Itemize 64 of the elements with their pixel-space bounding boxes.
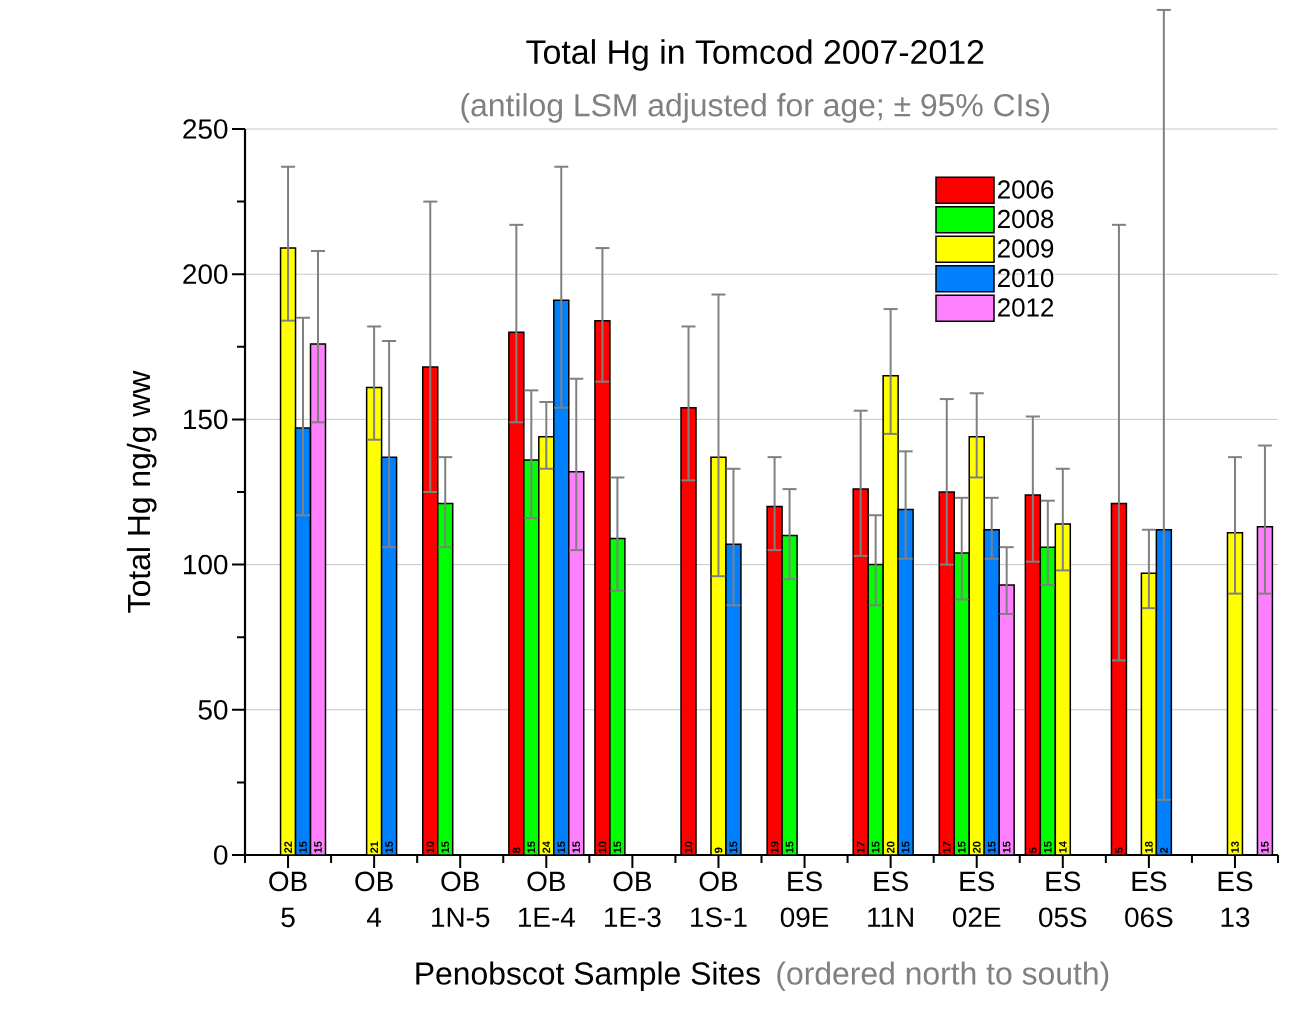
x-tick-label: ES 02E (952, 871, 1001, 928)
x-axis-title: Penobscot Sample Sites (416, 961, 760, 992)
legend-label: 2008 (998, 209, 1054, 229)
annotation: 15 (987, 841, 996, 853)
x-tick-label: ES 05S (1039, 871, 1087, 928)
annotation: 21 (370, 841, 378, 853)
y-tick-label: 250 (183, 119, 228, 139)
x-tick-label: OB 1S-1 (691, 871, 747, 928)
legend-label: 2012 (998, 298, 1054, 317)
y-tick-label: 50 (198, 699, 228, 720)
annotation: 5 (1115, 847, 1123, 853)
annotation: 15 (557, 841, 566, 853)
annotation: 15 (957, 841, 966, 853)
annotation: 17 (943, 841, 951, 853)
annotation: 15 (871, 841, 880, 853)
annotation: 15 (385, 841, 393, 853)
annotation: 20 (972, 841, 981, 853)
annotation: 17 (856, 841, 865, 853)
annotation: 10 (684, 841, 693, 853)
x-tick-label: OB 1N-5 (432, 871, 490, 928)
annotation: 24 (542, 841, 551, 853)
chart-title: Total Hg in Tomcod 2007-2012 (526, 39, 984, 71)
annotation: 15 (441, 841, 450, 853)
annotation: 15 (785, 841, 794, 853)
annotation: 15 (613, 841, 622, 853)
x-tick-label: OB 1E-3 (605, 871, 661, 928)
y-tick-label: 100 (184, 554, 228, 575)
y-tick-label: 200 (183, 264, 228, 285)
y-tick-label: 0 (214, 845, 228, 865)
chart-subtitle: (antilog LSM adjusted for age; ± 95% CIs) (461, 93, 1050, 123)
annotation: 5 (1029, 847, 1037, 853)
annotation: 22 (284, 841, 292, 853)
annotation: 9 (714, 847, 723, 853)
annotation: 15 (527, 841, 536, 853)
annotation: 15 (1261, 841, 1269, 853)
annotation: 15 (729, 841, 738, 853)
x-tick-label: OB 5 (269, 871, 307, 928)
annotation: 15 (1044, 841, 1052, 853)
annotation: 19 (770, 841, 779, 853)
x-tick-label: ES 11N (868, 871, 913, 927)
annotation: 14 (1059, 841, 1067, 853)
x-tick-label: OB 1E-4 (518, 871, 575, 927)
annotation: 10 (598, 841, 607, 853)
x-tick-label: ES 13 (1218, 871, 1253, 928)
annotation: 15 (901, 841, 910, 853)
annotation: 15 (299, 841, 307, 853)
y-tick-label: 150 (184, 409, 228, 430)
annotation: 2 (1160, 847, 1168, 853)
legend-label: 2010 (998, 268, 1054, 288)
y-axis-title: Total Hg ng/g ww (126, 370, 157, 613)
x-tick-label: ES 06S (1125, 871, 1173, 928)
x-tick-label: ES 09E (780, 871, 829, 928)
annotation: 13 (1231, 841, 1239, 853)
annotation: 15 (1002, 841, 1011, 853)
annotation: 15 (572, 841, 581, 853)
text: (ordered north to south) (777, 961, 1109, 992)
annotation: 8 (512, 847, 521, 853)
legend-label: 2006 (998, 180, 1054, 199)
annotation: 18 (1145, 841, 1153, 853)
legend-label: 2009 (998, 239, 1054, 258)
annotation: 10 (426, 841, 435, 853)
x-tick-label: OB 4 (355, 871, 393, 927)
annotation: 20 (886, 841, 895, 853)
annotation: 15 (314, 841, 322, 853)
